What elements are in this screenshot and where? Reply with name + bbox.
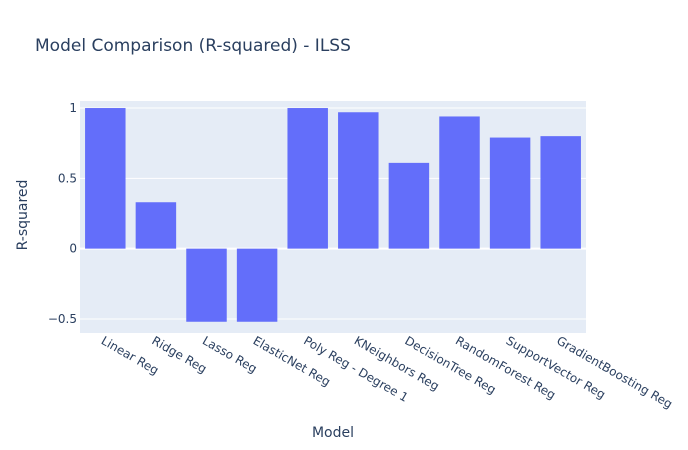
bar <box>388 162 430 249</box>
y-grid <box>80 107 586 320</box>
x-axis-title: Model <box>312 425 354 441</box>
y-axis-title: R-squared <box>15 180 31 251</box>
chart-title: Model Comparison (R-squared) - ILSS <box>35 36 351 56</box>
bar <box>186 248 227 322</box>
x-tick-label: Lasso Reg <box>200 333 259 375</box>
bars <box>85 108 581 322</box>
bar <box>489 137 531 249</box>
bar <box>287 108 328 249</box>
y-tick-labels: −0.5 0 0.5 1 <box>48 101 77 326</box>
x-tick-label: DecisionTree Reg <box>402 333 498 396</box>
bar <box>540 136 581 249</box>
y-tick-label: 1 <box>69 101 77 115</box>
bar <box>135 202 177 249</box>
bar <box>85 108 126 249</box>
bar <box>236 248 278 322</box>
bar <box>338 112 379 249</box>
y-tick-label: 0 <box>69 242 77 256</box>
bar <box>439 116 480 249</box>
y-tick-label: −0.5 <box>48 312 77 326</box>
y-tick-label: 0.5 <box>58 171 77 185</box>
